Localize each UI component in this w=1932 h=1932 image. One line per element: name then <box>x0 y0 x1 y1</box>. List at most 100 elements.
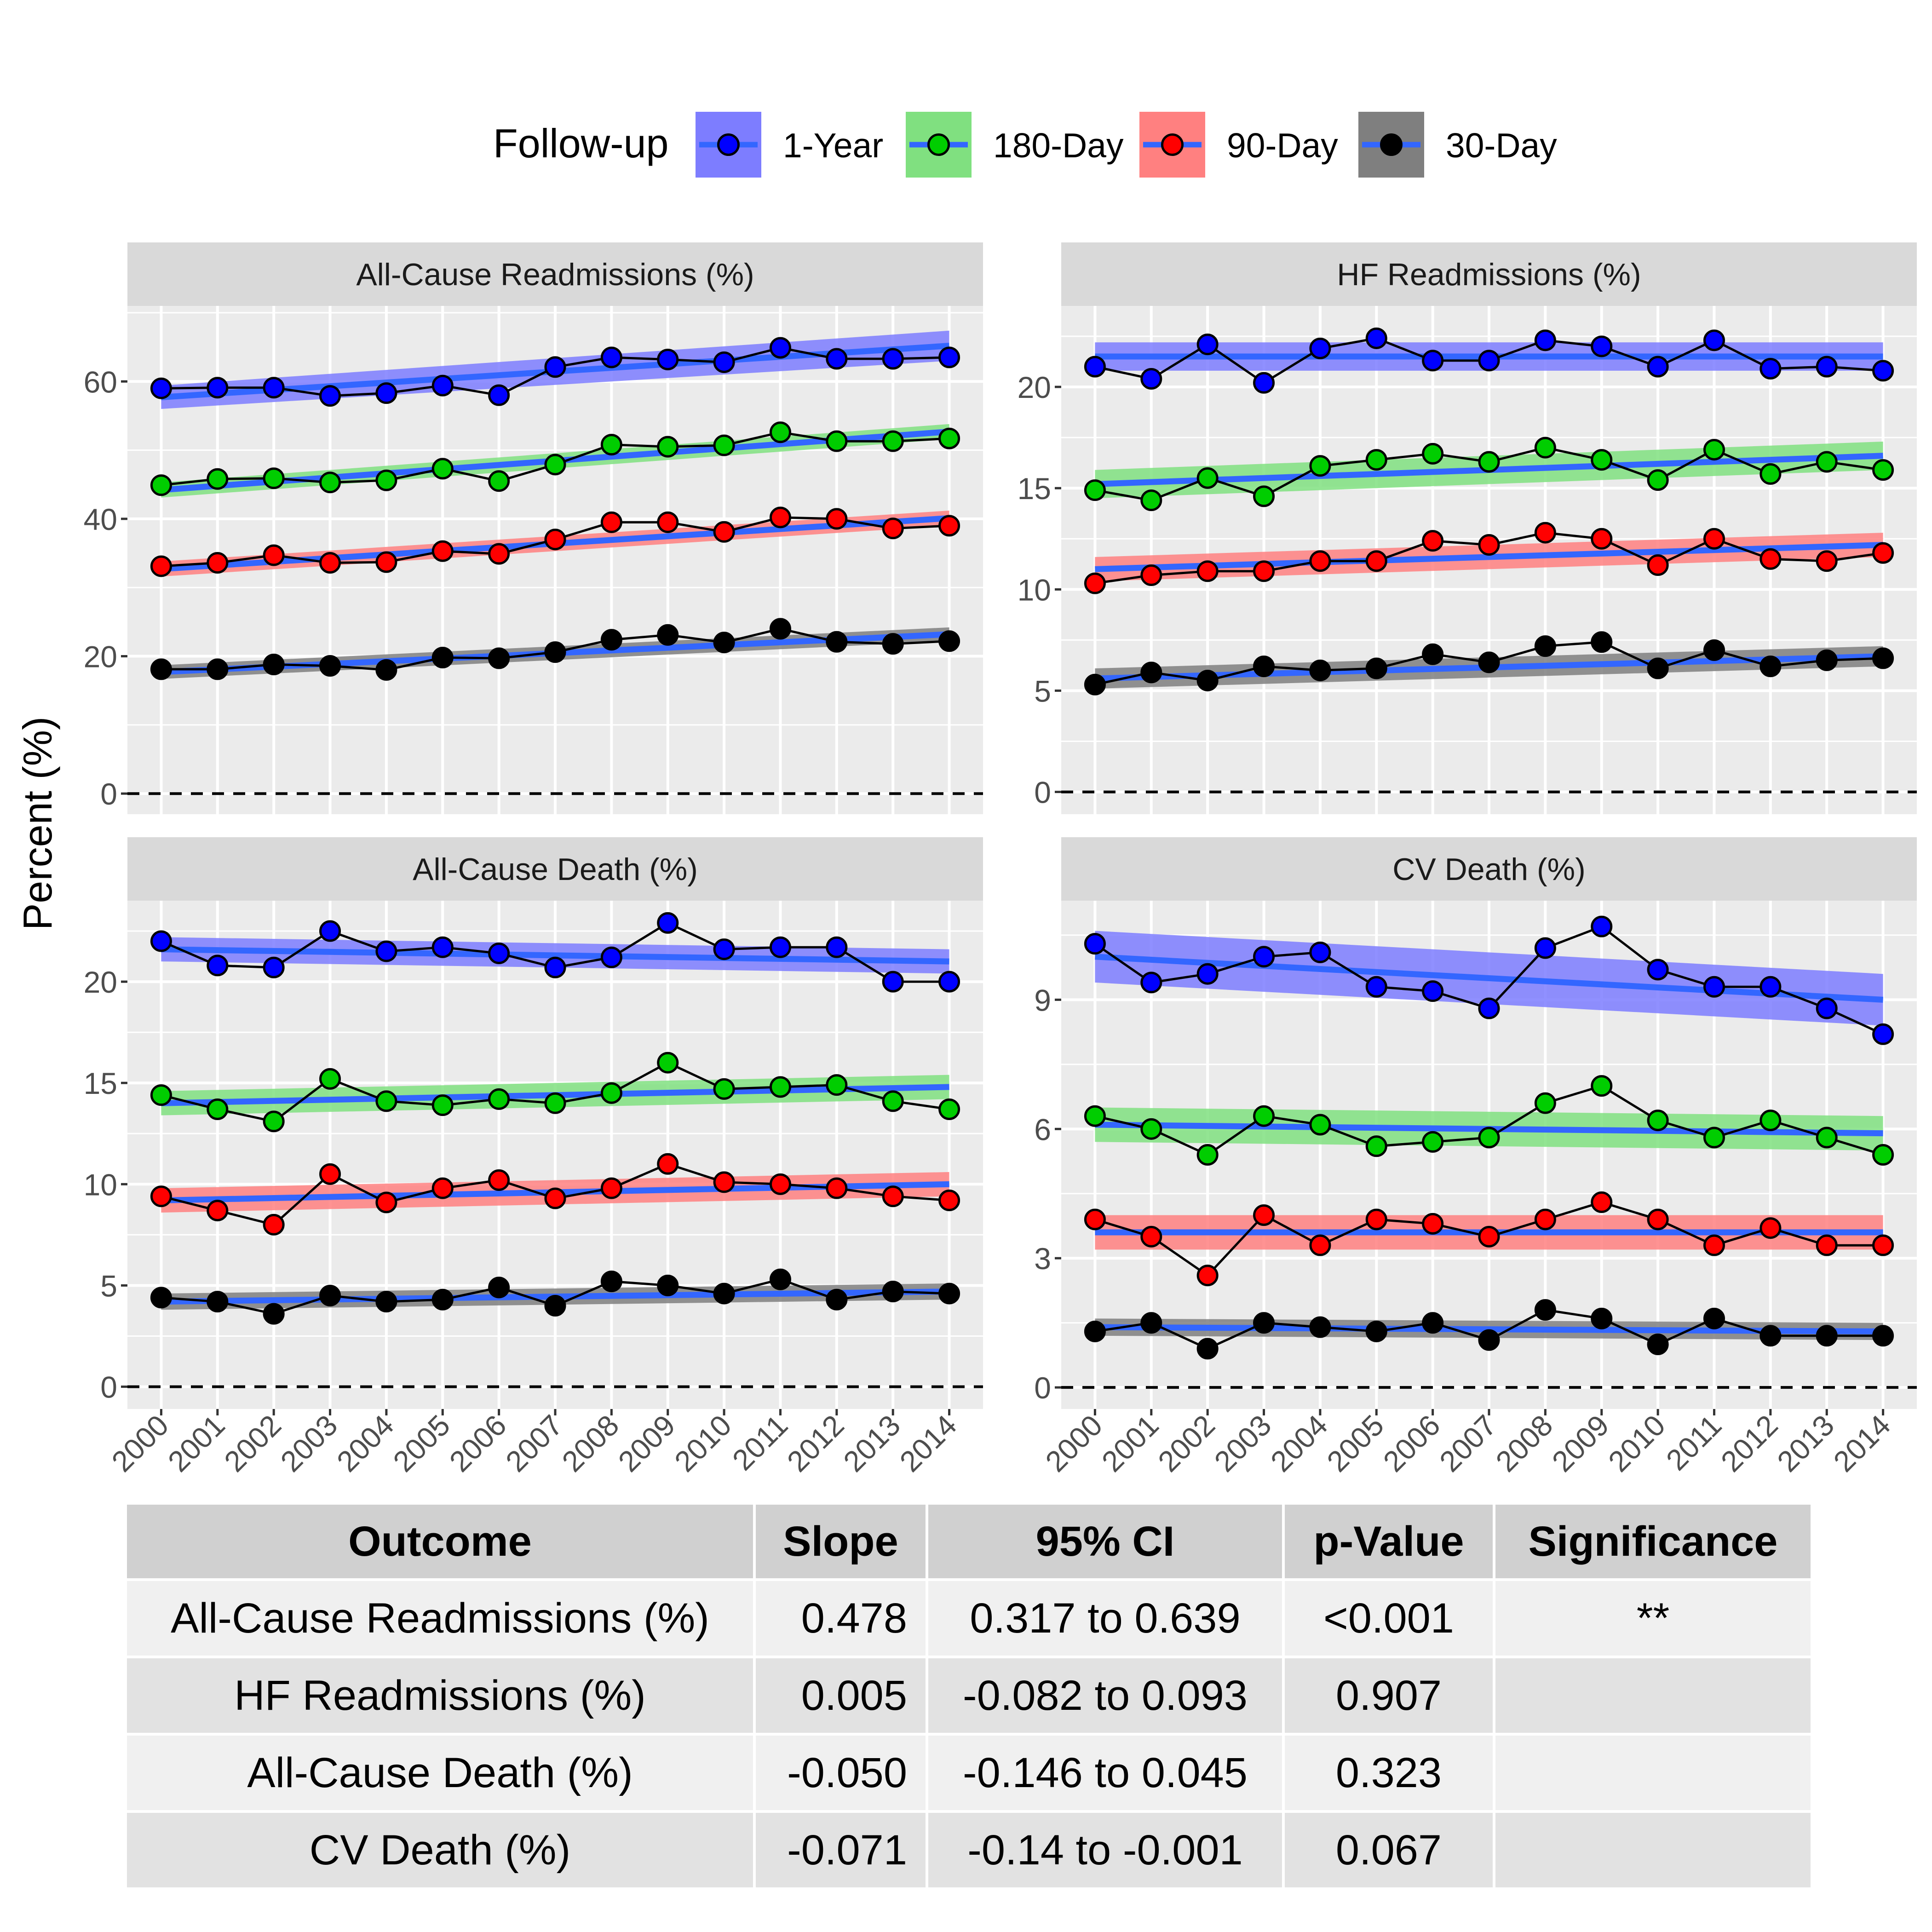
data-point <box>1534 635 1556 657</box>
y-tick-label: 5 <box>1034 674 1051 708</box>
data-point <box>488 1088 510 1110</box>
outcome-cell: CV Death (%) <box>127 1813 753 1887</box>
data-point <box>1196 334 1219 356</box>
data-point <box>1591 1307 1613 1329</box>
data-point <box>1647 1110 1669 1132</box>
data-point <box>431 1094 454 1116</box>
data-point <box>207 468 229 490</box>
data-point <box>431 458 454 480</box>
data-point <box>263 544 285 566</box>
y-tick-label: 5 <box>100 1269 117 1303</box>
data-point <box>713 521 735 543</box>
y-tick-label: 20 <box>84 965 117 999</box>
data-point <box>1534 1208 1556 1230</box>
data-point <box>1872 459 1894 481</box>
legend-item-label: 30-Day <box>1446 126 1557 165</box>
data-point <box>769 506 791 529</box>
data-point <box>263 1303 285 1325</box>
y-tick-label: 3 <box>1034 1242 1051 1276</box>
data-point <box>1365 1135 1387 1157</box>
data-point <box>938 1098 960 1120</box>
y-tick-label: 20 <box>84 640 117 674</box>
data-point <box>263 467 285 489</box>
data-point <box>1703 439 1725 461</box>
data-point <box>657 912 679 934</box>
data-point <box>1196 560 1219 582</box>
data-point <box>1309 1234 1331 1256</box>
table-header: p-Value <box>1285 1505 1493 1578</box>
data-point <box>1478 997 1500 1019</box>
panel-strip <box>127 837 983 901</box>
data-point <box>1084 1208 1106 1230</box>
x-tick-label: 2003 <box>1208 1409 1278 1478</box>
data-point <box>938 515 960 537</box>
ci-cell: -0.146 to 0.045 <box>928 1736 1282 1810</box>
data-point <box>1365 449 1387 471</box>
x-tick-label: 2002 <box>218 1409 288 1478</box>
data-point <box>826 508 848 530</box>
data-point <box>207 954 229 977</box>
x-tick-label: 2009 <box>1546 1409 1616 1478</box>
x-tick-label: 2012 <box>781 1409 851 1478</box>
data-point <box>769 1173 791 1195</box>
data-point <box>488 1276 510 1299</box>
data-point <box>1084 356 1106 378</box>
table-header: Significance <box>1495 1505 1811 1578</box>
legend-title: Follow-up <box>493 121 668 166</box>
table-row: CV Death (%) -0.071 -0.14 to -0.001 0.06… <box>127 1813 1811 1887</box>
data-point <box>431 1288 454 1311</box>
data-point <box>544 1092 566 1114</box>
table-row: All-Cause Death (%) -0.050 -0.146 to 0.0… <box>127 1736 1811 1810</box>
data-point <box>1196 467 1219 489</box>
data-point <box>1084 933 1106 955</box>
data-point <box>375 1191 397 1213</box>
data-point <box>1140 368 1162 390</box>
legend-item-label: 90-Day <box>1227 126 1338 165</box>
data-point <box>319 385 341 407</box>
y-tick-label: 0 <box>100 777 117 811</box>
data-point <box>1478 534 1500 556</box>
data-point <box>713 938 735 960</box>
data-point <box>1478 1329 1500 1351</box>
data-point <box>1534 1092 1556 1114</box>
data-point <box>769 421 791 443</box>
x-tick-label: 2007 <box>499 1409 569 1478</box>
legend-item: 90-Day <box>1139 112 1338 178</box>
data-point <box>1309 1114 1331 1136</box>
data-point <box>1534 437 1556 459</box>
data-point <box>657 624 679 646</box>
data-point <box>657 511 679 533</box>
data-point <box>1196 1144 1219 1166</box>
data-point <box>713 1171 735 1193</box>
data-point <box>375 940 397 962</box>
ci-cell: 0.317 to 0.639 <box>928 1581 1282 1656</box>
data-point <box>207 377 229 399</box>
data-point <box>207 1200 229 1222</box>
data-point <box>1534 937 1556 959</box>
outcome-cell: All-Cause Readmissions (%) <box>127 1581 753 1656</box>
trend-line <box>161 946 949 965</box>
data-point <box>826 1074 848 1096</box>
data-point <box>488 647 510 669</box>
data-point <box>600 511 622 533</box>
slope-cell: 0.478 <box>756 1581 926 1656</box>
data-point <box>1703 1127 1725 1149</box>
data-point <box>1760 548 1782 570</box>
panel-title: All-Cause Death (%) <box>413 852 698 887</box>
data-point <box>1422 350 1444 372</box>
data-point <box>826 430 848 452</box>
data-point <box>1703 1234 1725 1256</box>
data-point <box>375 1291 397 1313</box>
data-point <box>1422 980 1444 1002</box>
data-point <box>207 552 229 574</box>
data-point <box>207 1098 229 1120</box>
x-tick-label: 2005 <box>1321 1409 1391 1478</box>
data-point <box>1703 976 1725 998</box>
data-point <box>1872 1325 1894 1347</box>
y-axis-label: Percent (%) <box>15 717 60 931</box>
data-point <box>1309 337 1331 359</box>
slope-cell: -0.050 <box>756 1736 926 1810</box>
table-header: 95% CI <box>928 1505 1282 1578</box>
y-tick-label: 15 <box>84 1066 117 1100</box>
data-point <box>1760 976 1782 998</box>
